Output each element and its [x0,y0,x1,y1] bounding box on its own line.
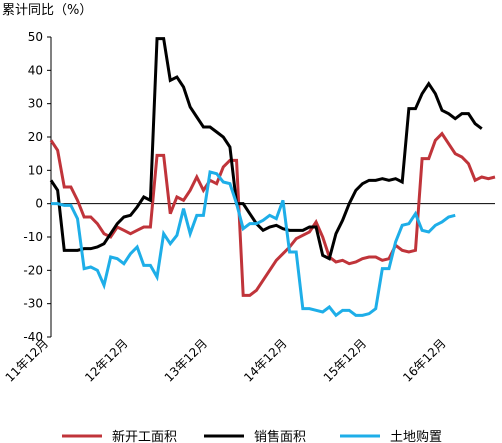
y-tick-label: -20 [23,263,43,277]
series-line-3 [51,170,456,318]
y-tick-label: -30 [23,297,43,311]
y-tick-label: 20 [28,130,43,144]
y-axis: 50 40 30 20 10 0 -10 -20 -30 -40 [23,30,52,344]
x-axis: 11年12月 12年12月 13年12月 14年12月 15年12月 16年12月 [3,336,449,384]
y-tick-label: 40 [28,63,43,77]
x-tick-label: 13年12月 [162,336,210,384]
legend-label: 新开工面积 [112,429,177,443]
series-line-1 [49,131,496,297]
x-tick-label: 12年12月 [82,336,130,384]
legend-label: 土地购置 [390,429,442,443]
x-tick-label: 16年12月 [400,336,448,384]
series-line-2 [49,37,483,261]
legend: 新开工面积 销售面积 土地购置 [62,429,442,443]
series-layer [49,37,496,318]
y-tick-label: 10 [28,163,43,177]
y-tick-label: -10 [23,230,43,244]
chart-title: 累计同比（%） [2,3,92,18]
y-tick-label: 30 [28,97,43,111]
x-tick-label: 15年12月 [321,336,369,384]
legend-label: 销售面积 [254,429,306,443]
x-tick-label: 14年12月 [241,336,289,384]
y-tick-label: 0 [35,197,43,211]
y-tick-label: -40 [23,330,43,344]
y-tick-label: 50 [28,30,43,44]
